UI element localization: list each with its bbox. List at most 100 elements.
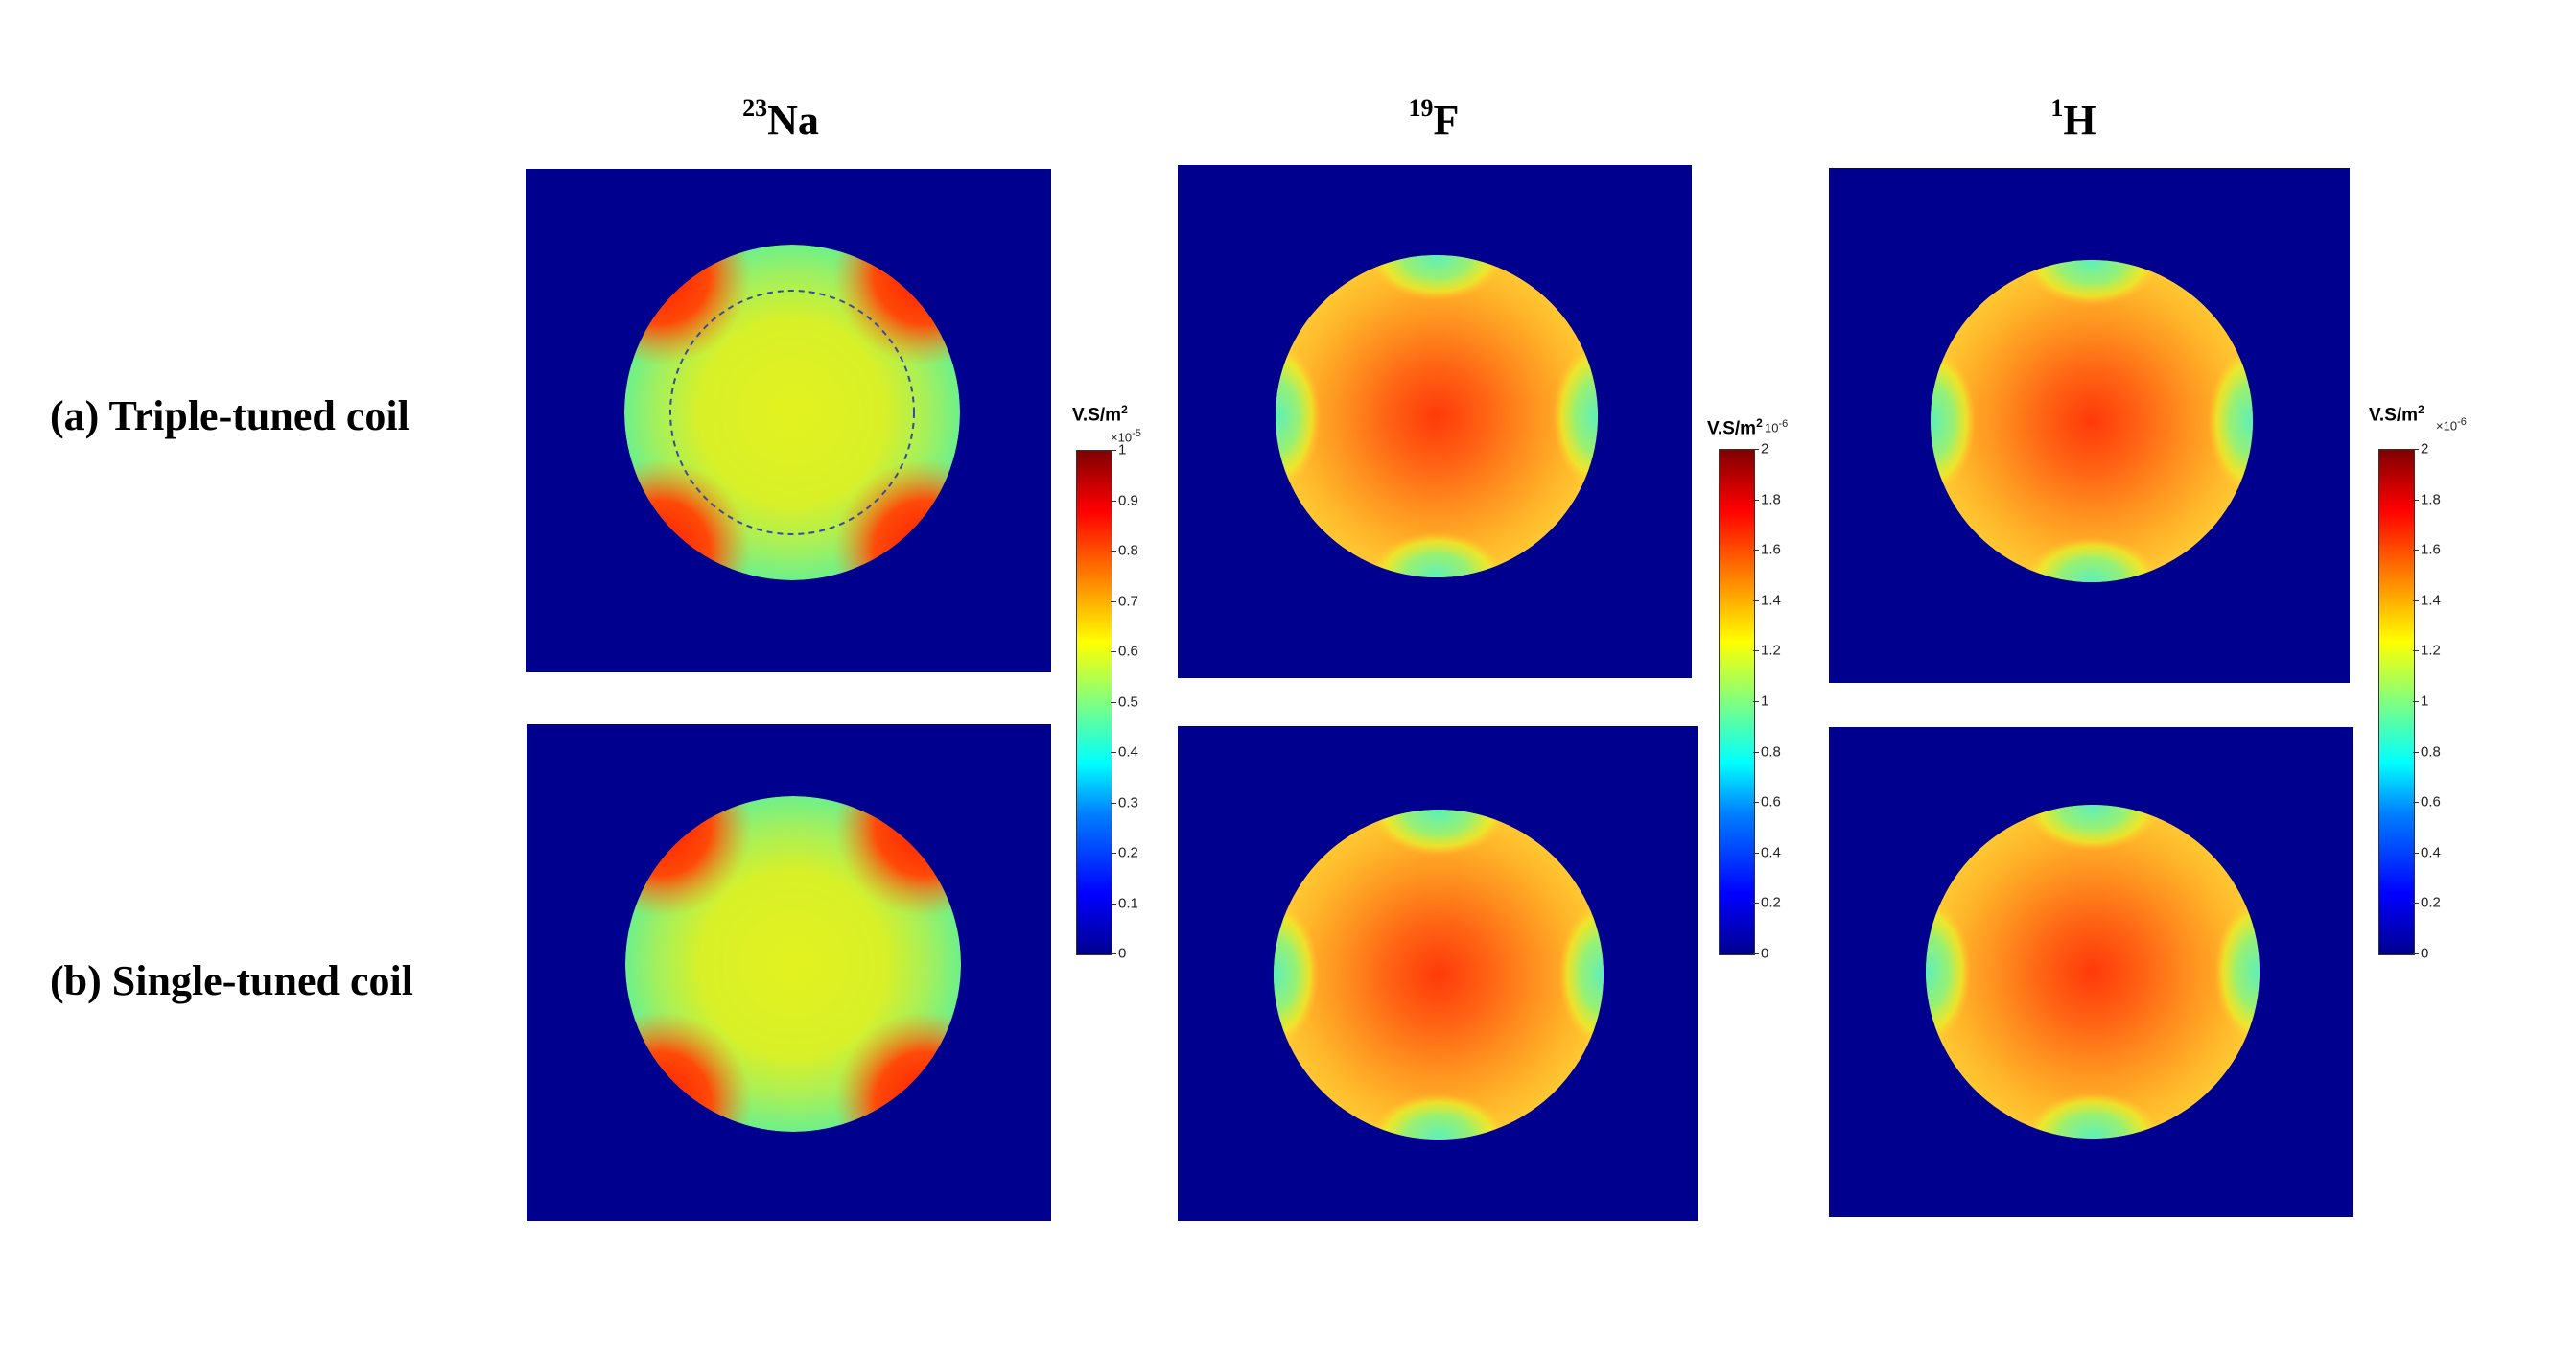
colorbar-tick-label: 0.9 (1118, 492, 1138, 508)
colorbar-tick-mark (1111, 500, 1116, 502)
colorbar-h: V.S/m2 ×10-6 0 0.2 0.4 0.6 0.8 1 1.2 1.4 1.6 1.8 2 (2369, 403, 2484, 962)
colorbar-tick-mark (1753, 852, 1759, 854)
colorbar-tick-label: 0.4 (1118, 743, 1138, 761)
colorbar-f-exp-base: 10 (1765, 420, 1779, 435)
map-triple-tuned-f (1178, 165, 1692, 678)
colorbar-tick-label: 0.2 (2421, 894, 2441, 911)
colorbar-tick-mark (1111, 551, 1116, 552)
map-single-tuned-f-plot (1274, 810, 1604, 1140)
map-single-tuned-f (1178, 726, 1698, 1221)
row-label-single-tuned: (b) Single-tuned coil (50, 957, 413, 1004)
colorbar-f-unit: V.S/m2 (1707, 416, 1763, 439)
colorbar-tick-label: 0 (1761, 945, 1769, 962)
colorbar-tick-mark (2413, 701, 2419, 702)
map-single-tuned-na-plot (625, 796, 961, 1132)
colorbar-h-unit-text: V.S/m (2369, 405, 2419, 426)
colorbar-tick-label: 1.6 (2421, 541, 2441, 558)
column-title-f-isotope: 19 (1408, 94, 1434, 122)
colorbar-tick-label: 0.2 (1761, 894, 1781, 911)
colorbar-tick-mark (1753, 751, 1759, 753)
colorbar-tick-label: 1.4 (2421, 592, 2441, 609)
colorbar-tick-mark (1753, 953, 1759, 954)
colorbar-f-unit-text: V.S/m (1707, 418, 1757, 439)
column-title-f: 19F (1408, 94, 1460, 145)
colorbar-tick-mark (1111, 600, 1116, 602)
colorbar-tick-mark (2413, 499, 2419, 501)
colorbar-tick-mark (1753, 599, 1759, 601)
map-triple-tuned-f-plot (1276, 255, 1598, 577)
colorbar-tick-label: 1.4 (1761, 592, 1781, 609)
colorbar-tick-mark (2413, 953, 2419, 954)
column-title-na-element: Na (767, 97, 819, 144)
region-of-interest-circle (669, 290, 915, 535)
colorbar-tick-mark (1753, 650, 1759, 652)
colorbar-tick-mark (2413, 802, 2419, 804)
colorbar-tick-mark (2413, 550, 2419, 552)
colorbar-tick-label: 1 (1761, 693, 1769, 710)
colorbar-tick-label: 0 (2421, 945, 2429, 962)
colorbar-tick-mark (2413, 852, 2419, 854)
colorbar-f-exp-power: -6 (1778, 418, 1789, 430)
column-title-f-element: F (1433, 97, 1460, 144)
colorbar-tick-mark (1111, 450, 1116, 451)
colorbar-tick-label: 1.2 (1761, 642, 1781, 659)
colorbar-tick-mark (2413, 903, 2419, 905)
map-triple-tuned-h (1829, 168, 2350, 683)
column-title-h-element: H (2063, 97, 2096, 144)
colorbar-h-unit: V.S/m2 (2369, 403, 2424, 426)
colorbar-f-gradient (1719, 449, 1755, 955)
colorbar-tick-label: 0.6 (2421, 793, 2441, 811)
colorbar-f-unit-sup: 2 (1756, 416, 1763, 430)
colorbar-tick-mark (2413, 751, 2419, 753)
colorbar-tick-mark (1753, 701, 1759, 702)
colorbar-tick-label: 0.2 (1118, 844, 1138, 861)
colorbar-tick-label: 1.2 (2421, 642, 2441, 659)
colorbar-tick-label: 0.6 (1118, 643, 1138, 660)
colorbar-tick-mark (1111, 802, 1116, 804)
colorbar-h-unit-sup: 2 (2418, 403, 2424, 416)
colorbar-na: V.S/m2 ×10-5 0 0.1 0.2 0.3 0.4 0.5 0.6 0.7 0.8 0.… (1072, 403, 1187, 962)
colorbar-tick-mark (1753, 903, 1759, 905)
colorbar-tick-label: 0.4 (2421, 844, 2441, 861)
colorbar-tick-label: 0.8 (2421, 743, 2441, 761)
colorbar-na-unit: V.S/m2 (1072, 403, 1128, 426)
colorbar-tick-mark (1111, 651, 1116, 652)
colorbar-tick-mark (1111, 953, 1116, 954)
map-triple-tuned-h-plot (1931, 260, 2253, 582)
colorbar-tick-label: 0.4 (1761, 844, 1781, 861)
colorbar-na-unit-text: V.S/m (1072, 405, 1122, 426)
colorbar-tick-label: 0.3 (1118, 794, 1138, 811)
colorbar-tick-mark (1753, 449, 1759, 450)
colorbar-tick-label: 0.6 (1761, 793, 1781, 811)
colorbar-na-exp-power: -5 (1132, 428, 1141, 439)
colorbar-tick-label: 0.7 (1118, 593, 1138, 609)
colorbar-na-exponent: ×10-5 (1111, 428, 1141, 444)
colorbar-tick-label: 2 (2421, 440, 2429, 458)
colorbar-h-gradient (2378, 449, 2415, 955)
colorbar-f: V.S/m2 10-6 0 0.2 0.4 0.6 0.8 1 1.2 1.4 1.6 1.8 2 (1707, 416, 1822, 973)
colorbar-tick-label: 1.8 (1761, 491, 1781, 508)
colorbar-tick-label: 2 (1761, 440, 1769, 458)
colorbar-tick-label: 1.6 (1761, 541, 1781, 558)
colorbar-tick-mark (1753, 499, 1759, 501)
colorbar-tick-mark (1111, 752, 1116, 753)
colorbar-tick-label: 0.8 (1118, 542, 1138, 559)
colorbar-tick-mark (1111, 701, 1116, 703)
colorbar-tick-label: 1 (1118, 441, 1127, 458)
row-label-triple-tuned: (a) Triple-tuned coil (50, 392, 410, 439)
colorbar-tick-label: 1 (2421, 693, 2429, 710)
colorbar-tick-mark (1753, 550, 1759, 552)
colorbar-tick-label: 0.8 (1761, 743, 1781, 761)
colorbar-na-gradient (1076, 450, 1112, 955)
column-title-na-isotope: 23 (742, 94, 768, 122)
colorbar-tick-label: 0.1 (1118, 895, 1138, 911)
column-title-na: 23Na (742, 94, 819, 145)
colorbar-h-exponent: ×10-6 (2436, 416, 2467, 433)
colorbar-tick-label: 0 (1118, 945, 1127, 962)
map-single-tuned-h-plot (1926, 805, 2260, 1139)
column-title-h: 1H (2050, 94, 2096, 145)
map-single-tuned-h (1829, 727, 2353, 1217)
map-triple-tuned-na (526, 169, 1051, 672)
colorbar-tick-mark (2413, 599, 2419, 601)
colorbar-tick-label: 0.5 (1118, 693, 1138, 710)
